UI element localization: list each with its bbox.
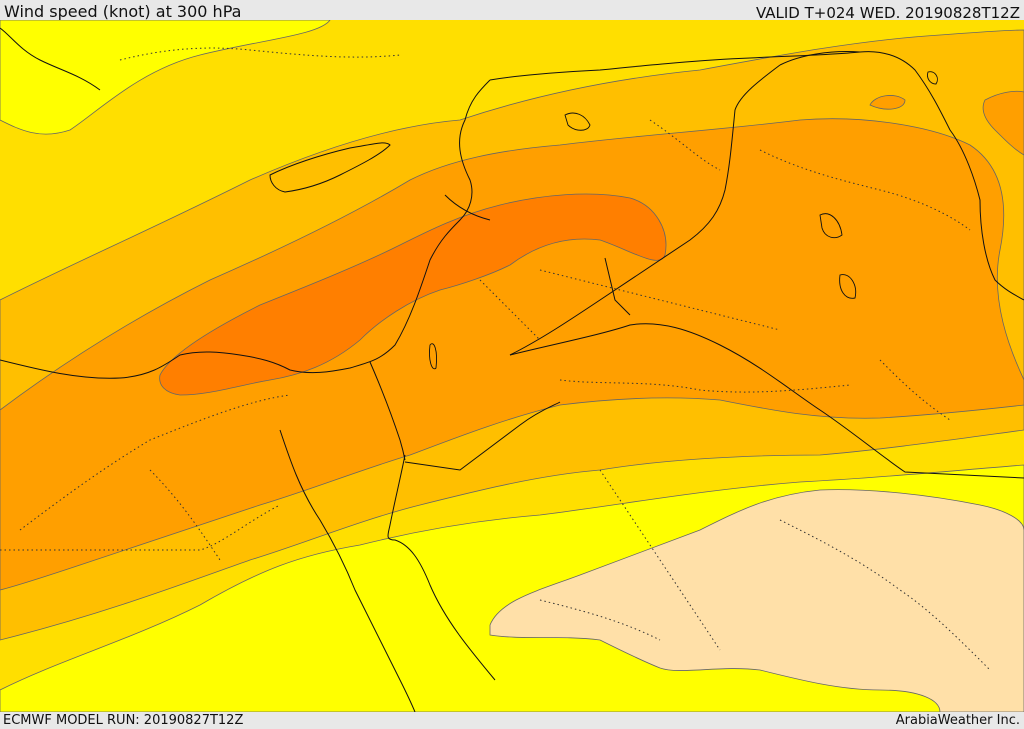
- credit: ArabiaWeather Inc.: [895, 713, 1020, 728]
- jet-core: [159, 193, 667, 396]
- wind-band-lowest-north: [0, 20, 331, 135]
- wind-speed-map: [0, 20, 1024, 712]
- map-header: Wind speed (knot) at 300 hPa VALID T+024…: [0, 0, 1024, 22]
- wind-patch-northeast: [982, 90, 1024, 156]
- map-footer: ECMWF MODEL RUN: 20190827T12Z ArabiaWeat…: [0, 712, 1024, 729]
- wind-patch-small: [869, 95, 906, 110]
- map-title: Wind speed (knot) at 300 hPa: [4, 2, 242, 21]
- admin-borders: [0, 47, 991, 671]
- model-run: ECMWF MODEL RUN: 20190827T12Z: [3, 713, 244, 728]
- lakes: [429, 71, 938, 370]
- valid-time: VALID T+024 WED. 20190828T12Z: [755, 4, 1020, 22]
- national-borders: [369, 51, 1024, 479]
- map-canvas: [0, 20, 1024, 712]
- coastlines: [0, 27, 861, 712]
